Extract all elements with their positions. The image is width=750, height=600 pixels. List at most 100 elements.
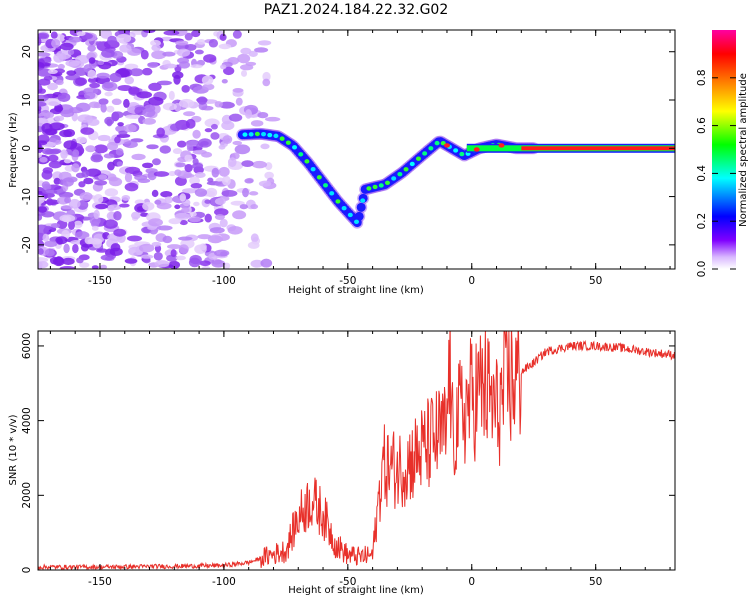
noise-blob	[140, 49, 149, 60]
noise-blob	[185, 118, 196, 129]
noise-blob	[240, 47, 252, 55]
noise-blob	[214, 208, 229, 217]
noise-blob	[95, 203, 109, 210]
noise-blob	[151, 44, 161, 52]
noise-blob	[156, 127, 165, 138]
noise-blob	[214, 197, 226, 205]
ridge-peak	[261, 131, 267, 137]
ridge-hot-spot	[498, 143, 505, 148]
noise-blob	[181, 85, 190, 93]
noise-blob	[167, 244, 182, 250]
noise-blob	[123, 141, 138, 149]
colorbar-tick-label: 0.2	[696, 213, 708, 230]
snr-ylabel: SNR (10 * v/v)	[8, 414, 19, 485]
noise-blob	[44, 248, 55, 257]
noise-blob	[220, 64, 227, 70]
noise-blob	[188, 216, 201, 223]
noise-blob	[150, 39, 161, 47]
noise-blob	[92, 239, 102, 249]
noise-blob	[53, 53, 64, 63]
colorbar-tick-label: 0.4	[696, 165, 708, 182]
noise-blob	[184, 163, 193, 173]
noise-blob	[204, 199, 211, 204]
colorbar-label: Normalized spectral amplitude	[738, 73, 749, 227]
noise-blob	[101, 81, 118, 92]
noise-blob	[59, 129, 73, 138]
noise-blob	[68, 106, 84, 114]
ridge-peak	[422, 151, 428, 156]
noise-blob	[174, 204, 181, 210]
ridge-peak	[347, 212, 353, 218]
noise-blob	[96, 248, 108, 253]
noise-blob	[113, 228, 127, 237]
noise-blob	[45, 112, 55, 118]
noise-blob	[38, 257, 49, 263]
noise-blob	[38, 32, 50, 40]
noise-blob	[241, 70, 248, 77]
snr-y-axis: 0 2000 4000 6000	[21, 333, 675, 573]
noise-blob	[152, 158, 161, 166]
figure-title: PAZ1.2024.184.22.32.G02	[264, 2, 449, 18]
snr-y-tick-label: 6000	[21, 333, 33, 360]
ridge-peak	[279, 136, 285, 141]
ridge-peak	[292, 145, 298, 150]
ridge-core	[354, 211, 364, 221]
noise-blob	[73, 220, 83, 229]
noise-blob	[201, 75, 214, 85]
noise-blob	[227, 157, 237, 168]
noise-blob	[177, 170, 192, 179]
noise-blob	[58, 191, 74, 199]
spectrogram-y-tick-label: 0	[21, 145, 33, 152]
noise-blob	[55, 79, 64, 86]
noise-blob	[179, 193, 186, 202]
noise-blob	[199, 243, 207, 251]
noise-blob	[250, 203, 259, 210]
noise-blob	[125, 114, 141, 119]
noise-blob	[75, 77, 88, 86]
spectrogram-ylabel: Frequency (Hz)	[8, 112, 19, 188]
noise-blob	[77, 114, 93, 123]
noise-blob	[210, 123, 218, 130]
noise-blob	[162, 51, 176, 57]
carrier-band-core	[521, 146, 675, 151]
noise-blob	[242, 187, 249, 198]
noise-blob	[124, 182, 139, 192]
noise-blob	[61, 257, 75, 265]
noise-blob	[100, 103, 107, 113]
noise-blob	[211, 259, 226, 268]
noise-blob	[244, 178, 254, 184]
snr-panel: -150 -100 -50 0 50 0 2000 4000 6000 Height of s…	[8, 330, 676, 596]
snr-x-axis: -150 -100 -50 0 50	[49, 331, 671, 588]
noise-blob	[71, 163, 80, 173]
ridge-peak	[378, 183, 384, 188]
noise-blob	[197, 96, 208, 105]
snr-x-tick-label: -100	[212, 576, 236, 588]
ridge-peak	[310, 167, 316, 172]
ridge-core	[356, 202, 366, 212]
noise-blob	[105, 220, 115, 227]
noise-blob	[124, 76, 134, 85]
noise-blob	[62, 177, 74, 187]
noise-blob	[91, 265, 99, 269]
colorbar-tick-label: 0.0	[696, 261, 708, 278]
noise-blob	[91, 225, 99, 231]
noise-blob	[54, 115, 65, 122]
noise-blob	[113, 210, 122, 221]
noise-blob	[44, 142, 57, 147]
noise-blob	[53, 177, 61, 185]
noise-blob	[124, 166, 141, 175]
noise-blob	[232, 30, 242, 39]
noise-blob	[160, 191, 173, 198]
noise-blob	[49, 122, 65, 131]
noise-blob	[110, 243, 121, 252]
noise-blob	[68, 198, 81, 209]
noise-blob	[85, 145, 96, 153]
noise-blob	[250, 120, 264, 127]
noise-blob	[142, 162, 154, 169]
ridge-peak	[459, 151, 465, 157]
noise-blob	[207, 235, 223, 244]
noise-blob	[54, 256, 64, 266]
noise-blob	[228, 113, 243, 122]
noise-blob	[156, 80, 172, 86]
noise-blob	[232, 88, 244, 93]
